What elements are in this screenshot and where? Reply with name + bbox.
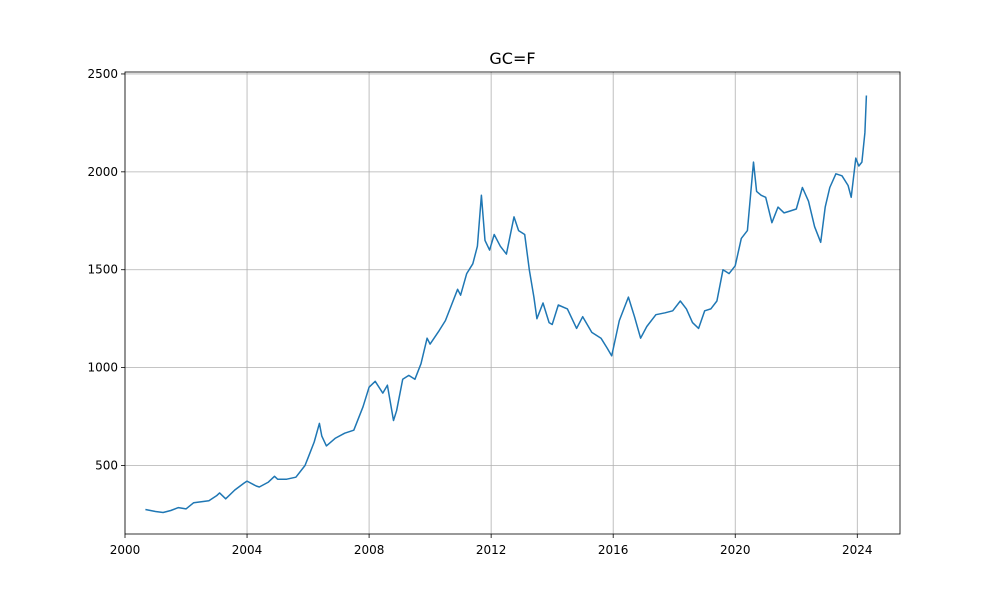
axis-ticks: 2000 2004 2008 2012 2016 2020 2024 500 1000 1500 2… [87, 67, 872, 557]
x-tick-label: 2004 [232, 543, 263, 557]
x-tick-label: 2008 [354, 543, 385, 557]
x-tick-label: 2024 [842, 543, 873, 557]
x-tick-label: 2016 [598, 543, 629, 557]
y-tick-label: 2000 [87, 165, 118, 179]
series-layer [145, 95, 868, 514]
x-tick-label: 2012 [476, 543, 507, 557]
series-line-0 [145, 95, 868, 514]
plot-frame [124, 71, 901, 535]
y-tick-label: 1500 [87, 263, 118, 277]
y-tick-label: 2500 [87, 67, 118, 81]
grid-lines [124, 72, 900, 534]
y-tick-label: 1000 [87, 361, 118, 375]
chart-title: GC=F [489, 49, 535, 68]
x-tick-label: 2000 [110, 543, 141, 557]
x-tick-label: 2020 [720, 543, 751, 557]
y-tick-label: 500 [95, 458, 118, 472]
